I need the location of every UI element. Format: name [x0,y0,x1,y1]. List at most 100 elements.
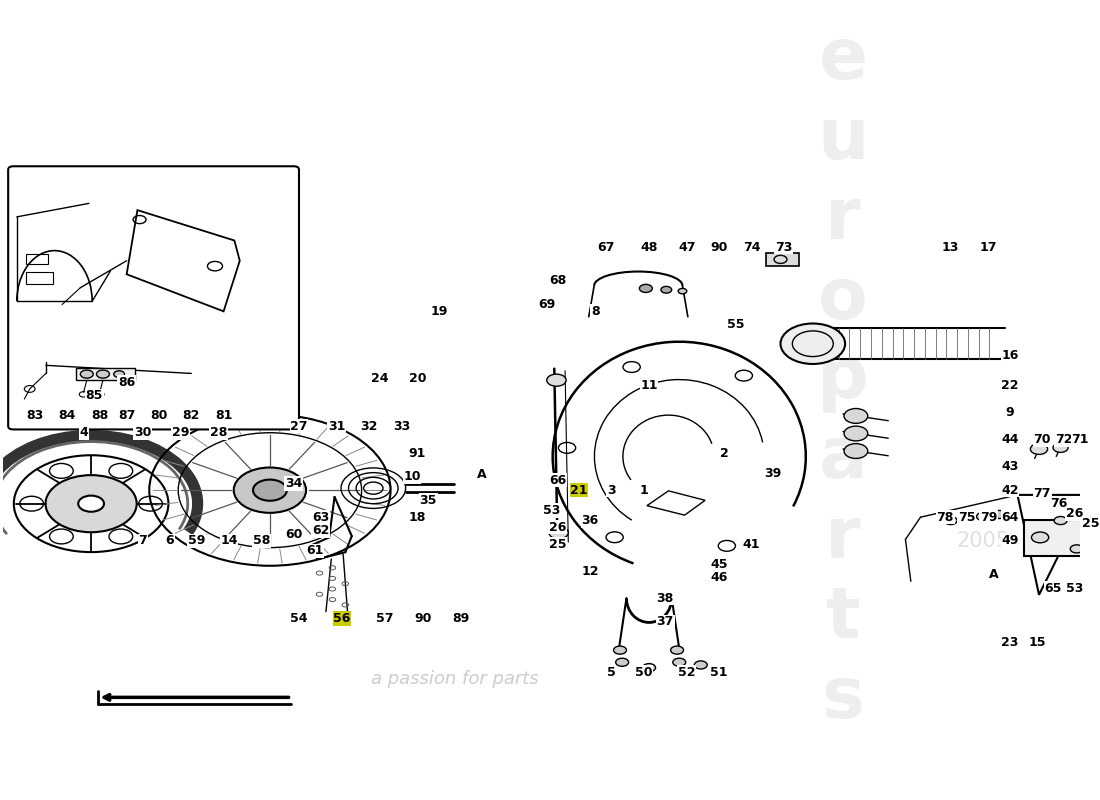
Circle shape [1053,443,1068,452]
Text: 73: 73 [776,241,792,254]
Text: 25: 25 [1082,518,1100,530]
Text: 48: 48 [640,241,658,254]
Text: 4: 4 [79,426,88,439]
Text: 31: 31 [328,419,345,433]
Text: 84: 84 [58,410,76,422]
Text: 88: 88 [91,410,108,422]
Text: 82: 82 [183,410,200,422]
Text: 66: 66 [549,474,566,486]
Text: 44: 44 [1001,433,1019,446]
Text: 76: 76 [1049,497,1067,510]
Text: 23: 23 [1001,635,1019,649]
Text: 26: 26 [1066,507,1083,520]
Text: 22: 22 [1001,379,1019,392]
Text: 80: 80 [151,410,167,422]
Text: 65: 65 [1044,582,1061,594]
Text: 38: 38 [657,592,674,605]
Bar [767,253,799,266]
Circle shape [547,374,567,386]
Text: 75: 75 [958,510,976,524]
Text: 24: 24 [371,372,388,386]
Text: 74: 74 [742,241,760,254]
Text: 55: 55 [726,318,744,331]
Text: 17: 17 [980,241,997,254]
Text: 58: 58 [253,534,270,547]
Circle shape [639,284,652,293]
Bar [1024,520,1085,556]
Text: 60: 60 [285,527,303,541]
Text: 16: 16 [1001,349,1019,362]
Text: 25: 25 [549,538,566,550]
Text: 57: 57 [376,612,394,625]
Text: 40: 40 [1001,510,1019,524]
Text: 87: 87 [118,410,135,422]
Circle shape [1031,444,1047,454]
Text: 3: 3 [607,484,616,497]
Circle shape [1070,545,1084,553]
Text: 42: 42 [1001,484,1019,497]
Text: 26: 26 [549,521,566,534]
Circle shape [977,513,990,521]
Circle shape [844,409,868,423]
Text: 79: 79 [980,510,997,524]
Text: 61: 61 [307,545,323,558]
Text: 21: 21 [570,484,587,497]
Text: 11: 11 [640,379,658,392]
Bar [26,272,54,284]
Text: 90: 90 [415,612,431,625]
Text: e
u
r
o
p
a
r
t
s: e u r o p a r t s [817,25,869,733]
Text: 46: 46 [711,571,728,585]
Circle shape [1032,532,1048,543]
Text: 68: 68 [549,274,566,287]
Circle shape [78,496,104,512]
Text: 41: 41 [742,538,760,550]
Circle shape [944,517,957,525]
Text: 85: 85 [86,390,103,402]
Text: 71: 71 [1071,433,1089,446]
Circle shape [679,289,686,294]
Text: 53: 53 [543,504,561,517]
Text: 37: 37 [657,615,674,628]
Text: 18: 18 [409,510,426,524]
Text: a passion for parts: a passion for parts [372,670,539,688]
Text: 53: 53 [1066,582,1083,594]
Circle shape [642,664,656,672]
Circle shape [45,475,136,532]
Text: 39: 39 [764,467,782,480]
Circle shape [671,646,683,654]
Text: 56: 56 [333,612,351,625]
Circle shape [661,286,672,293]
Text: 14: 14 [220,534,238,547]
Circle shape [113,370,124,378]
Text: 1: 1 [639,484,648,497]
Text: 52: 52 [678,666,695,679]
Circle shape [616,658,628,666]
Text: 64: 64 [1001,510,1019,524]
Text: 9: 9 [1005,406,1014,419]
Text: 12: 12 [581,565,598,578]
FancyBboxPatch shape [8,166,299,430]
Circle shape [844,426,868,441]
Text: 51: 51 [711,666,728,679]
Circle shape [1054,517,1067,525]
Circle shape [992,510,1005,518]
Text: 6: 6 [165,534,174,547]
Circle shape [694,661,707,669]
Circle shape [233,467,306,513]
Text: 81: 81 [214,410,232,422]
Circle shape [844,444,868,458]
Text: 7: 7 [139,534,147,547]
Text: A: A [477,468,487,481]
Text: 20: 20 [409,372,426,386]
Text: 29: 29 [172,426,189,439]
Text: 90: 90 [711,241,728,254]
Text: 70: 70 [1034,433,1050,446]
Text: 34: 34 [285,477,303,490]
Text: 19: 19 [430,305,448,318]
Text: 45: 45 [711,558,728,571]
Text: 36: 36 [581,514,598,527]
Text: 28: 28 [209,426,227,439]
Circle shape [781,323,845,364]
Circle shape [960,514,974,522]
Text: 50: 50 [635,666,652,679]
